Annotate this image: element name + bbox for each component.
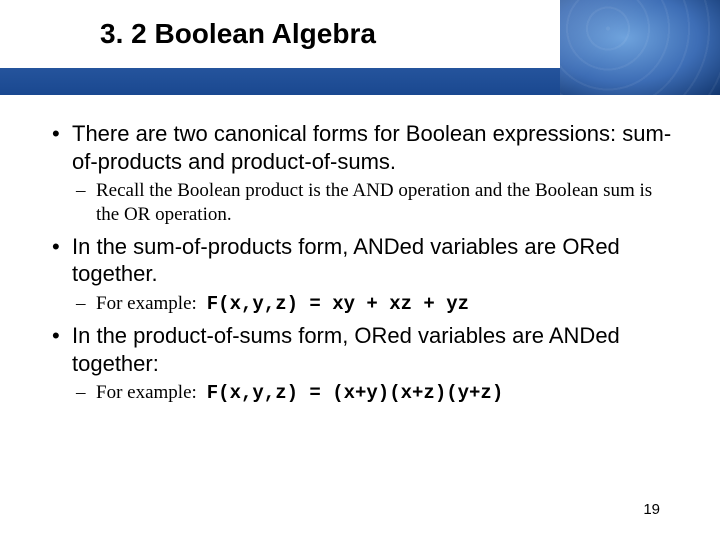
formula-text: F(x,y,z) = (x+y)(x+z)(y+z) xyxy=(207,382,503,406)
list-item: Recall the Boolean product is the AND op… xyxy=(72,179,672,227)
slide-content: There are two canonical forms for Boolea… xyxy=(0,120,720,412)
sub-bullet-text: Recall the Boolean product is the AND op… xyxy=(96,180,652,225)
list-item: In the sum-of-products form, ANDed varia… xyxy=(48,233,672,317)
sub-list: Recall the Boolean product is the AND op… xyxy=(72,179,672,227)
list-item: For example: F(x,y,z) = xy + xz + yz xyxy=(72,292,672,317)
sub-list: For example: F(x,y,z) = xy + xz + yz xyxy=(72,292,672,317)
bullet-text: In the sum-of-products form, ANDed varia… xyxy=(72,234,620,287)
list-item: For example: F(x,y,z) = (x+y)(x+z)(y+z) xyxy=(72,381,672,406)
slide-title: 3. 2 Boolean Algebra xyxy=(100,18,376,50)
sub-list: For example: F(x,y,z) = (x+y)(x+z)(y+z) xyxy=(72,381,672,406)
formula-text: F(x,y,z) = xy + xz + yz xyxy=(207,293,469,317)
list-item: There are two canonical forms for Boolea… xyxy=(48,120,672,227)
sub-bullet-text: For example: xyxy=(96,292,197,316)
sub-bullet-text: For example: xyxy=(96,381,197,405)
bullet-text: In the product-of-sums form, ORed variab… xyxy=(72,323,620,376)
list-item: In the product-of-sums form, ORed variab… xyxy=(48,322,672,406)
bullet-text: There are two canonical forms for Boolea… xyxy=(72,121,671,174)
header-decoration xyxy=(560,0,720,95)
bullet-list: There are two canonical forms for Boolea… xyxy=(48,120,672,406)
page-number: 19 xyxy=(643,501,660,518)
title-box: 3. 2 Boolean Algebra xyxy=(0,0,560,68)
